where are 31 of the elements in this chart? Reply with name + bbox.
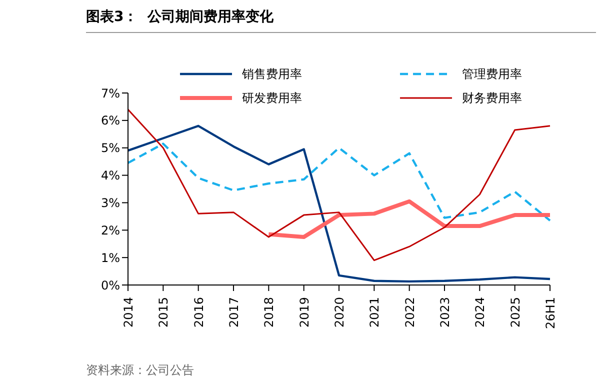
x-tick-label: 2020 (332, 297, 347, 328)
y-tick-label: 0% (100, 278, 120, 292)
x-tick-label: 2015 (156, 297, 171, 328)
chart-title: 图表3： 公司期间费用率变化 (86, 8, 274, 26)
line-series (126, 124, 552, 283)
x-tick-label: 2022 (402, 297, 417, 328)
x-tick-label: 2018 (262, 297, 276, 328)
x-tick-label: 2016 (192, 297, 206, 328)
legend-label: 销售费用率 (242, 66, 302, 82)
x-tick-label: 2014 (122, 297, 136, 328)
x-tick-label: 2024 (473, 297, 488, 328)
y-tick-label: 1% (100, 250, 120, 265)
x-tick-label: 26H1 (544, 297, 558, 329)
legend-label: 研发费用率 (242, 90, 302, 106)
y-tick-label: 6% (100, 114, 120, 128)
legend-label: 财务费用率 (462, 90, 522, 106)
line-series (266, 199, 552, 239)
x-tick-label: 2021 (368, 297, 382, 328)
y-tick-label: 7% (100, 86, 120, 100)
y-tick-label: 2% (100, 223, 120, 238)
legend-label: 管理费用率 (462, 66, 522, 82)
text: 资料来源：公司公告 (86, 362, 194, 379)
line-series (126, 142, 552, 222)
x-tick-label: 2017 (227, 297, 242, 328)
y-tick-label: 5% (100, 141, 120, 156)
y-tick-label: 4% (100, 168, 120, 183)
line-series (127, 108, 551, 262)
x-tick-label: 2025 (508, 297, 522, 328)
y-tick-label: 3% (100, 196, 120, 210)
x-tick-label: 2023 (438, 297, 452, 328)
x-tick-label: 2019 (297, 297, 312, 328)
